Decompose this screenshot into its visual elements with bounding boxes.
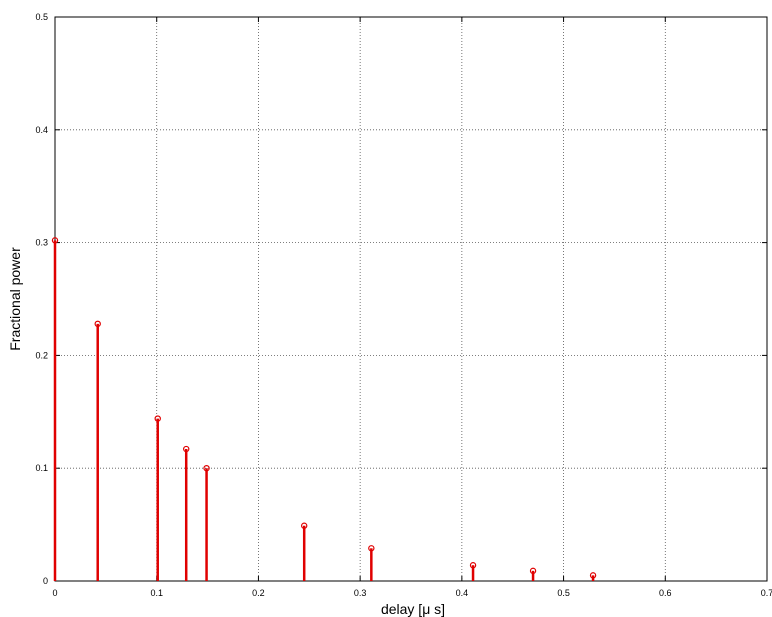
stem-marker	[183, 445, 190, 453]
stem-marker	[154, 415, 161, 422]
y-tick-label: 0	[43, 576, 48, 586]
x-tick-label: 0.6	[659, 588, 672, 598]
y-axis-ticks: 0 0.1 0.2 0.3 0.4 0.5	[35, 12, 767, 586]
y-tick-label: 0.1	[35, 463, 48, 473]
y-axis-label: Fractional power	[7, 247, 23, 351]
x-tick-label: 0.5	[557, 588, 570, 598]
y-tick-label: 0.2	[35, 350, 48, 360]
grid-lines	[55, 17, 767, 581]
x-tick-label: 0.3	[354, 588, 367, 598]
stem-marker	[203, 465, 210, 472]
x-axis-ticks: 0 0.1 0.2 0.3 0.4 0.5 0.6 0.7	[52, 17, 772, 598]
x-tick-label: 0.4	[456, 588, 469, 598]
x-axis-label: delay [μ s]	[381, 601, 445, 617]
stem-marker	[529, 567, 537, 575]
y-tick-label: 0.3	[35, 238, 48, 248]
plot-frame	[54, 16, 768, 582]
x-tick-label: 0.1	[150, 588, 163, 598]
stem-marker	[368, 545, 375, 552]
stem-marker	[301, 522, 308, 529]
y-tick-label: 0.4	[35, 125, 48, 135]
x-tick-label: 0.7	[761, 588, 772, 598]
stem-marker	[589, 572, 597, 579]
stem-marker	[94, 320, 101, 328]
y-tick-label: 0.5	[35, 12, 48, 22]
x-tick-label: 0.2	[252, 588, 265, 598]
data-stems	[51, 237, 597, 581]
x-tick-label: 0	[52, 588, 57, 598]
stem-marker	[469, 562, 477, 569]
stem-marker	[51, 237, 59, 244]
